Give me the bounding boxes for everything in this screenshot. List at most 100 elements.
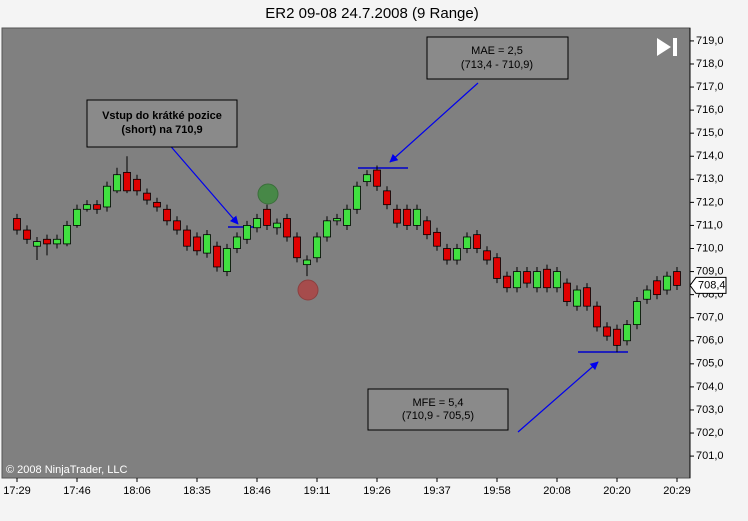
candle-body (653, 280, 661, 296)
y-tick-label: 707,0 (696, 312, 724, 324)
annotation-box (367, 388, 509, 431)
candle-body (213, 245, 221, 268)
candle-body (573, 289, 581, 307)
copyright: © 2008 NinjaTrader, LLC (6, 464, 127, 476)
y-tick-label: 713,0 (696, 173, 724, 185)
candle-body (613, 328, 621, 346)
candle-body (403, 208, 411, 226)
candle-body (503, 275, 511, 289)
y-tick-label: 718,0 (696, 58, 724, 70)
y-tick-label: 715,0 (696, 127, 724, 139)
annotation-text: (710,9 - 705,5) (402, 410, 474, 422)
x-tick-label: 17:29 (3, 485, 31, 497)
candle-body (553, 271, 561, 289)
y-tick-label: 705,0 (696, 358, 724, 370)
x-tick-label: 19:37 (423, 485, 451, 497)
annotation-box (86, 99, 238, 148)
y-tick-label: 714,0 (696, 150, 724, 162)
candle-body (433, 231, 441, 247)
candle-body (273, 222, 281, 229)
annotation-text: (713,4 - 710,9) (461, 59, 533, 71)
candle-body (93, 204, 101, 210)
arrow (517, 361, 599, 433)
last-price-label: 708,4 (698, 279, 726, 291)
candle-body (123, 171, 131, 192)
candle-body (593, 305, 601, 328)
x-tick-label: 19:11 (304, 485, 331, 497)
candle-body (583, 287, 591, 307)
candle-body (303, 259, 311, 266)
candle-body (23, 229, 31, 240)
candle-body (453, 248, 461, 261)
candle-body (33, 241, 41, 247)
candle-body (443, 248, 451, 261)
arrow (389, 82, 479, 163)
x-tick-label: 19:26 (363, 485, 391, 497)
candle-body (113, 174, 121, 192)
candle-body (363, 174, 371, 183)
candle-body (543, 268, 551, 289)
candle-body (103, 185, 111, 208)
candle-body (163, 208, 171, 222)
candle-body (73, 208, 81, 226)
candle-body (53, 238, 61, 245)
play-icon-bar[interactable] (673, 38, 677, 56)
annotation-box (426, 36, 569, 80)
y-tick-label: 712,0 (696, 196, 724, 208)
annotation-text: Vstup do krátké pozice (102, 110, 222, 122)
candle-body (203, 234, 211, 254)
candle-body (143, 192, 151, 201)
arrow (166, 141, 239, 225)
candle-body (513, 271, 521, 289)
annotation-text: (short) na 710,9 (121, 124, 202, 136)
candle-body (493, 257, 501, 279)
candle-body (223, 248, 231, 272)
candle-body (83, 204, 91, 210)
play-icon[interactable] (657, 38, 671, 56)
candle-body (603, 326, 611, 337)
x-tick-label: 19:58 (483, 485, 511, 497)
chart-title: ER2 09-08 24.7.2008 (9 Range) (265, 5, 478, 22)
candle-body (423, 220, 431, 236)
annotation-text: MAE = 2,5 (471, 45, 523, 57)
candle-body (413, 208, 421, 226)
candle-body (473, 234, 481, 249)
candle-body (353, 185, 361, 210)
candle-body (383, 190, 391, 206)
candle-body (323, 220, 331, 238)
y-tick-label: 711,0 (696, 219, 723, 231)
y-tick-label: 701,0 (696, 450, 724, 462)
candle-body (243, 225, 251, 240)
candle-body (563, 282, 571, 302)
last-price-flag (689, 276, 727, 294)
candle-body (233, 236, 241, 249)
y-tick-label: 703,0 (696, 404, 724, 416)
candle-body (313, 236, 321, 259)
candle-body (533, 271, 541, 289)
candle-body (153, 201, 161, 208)
y-tick-label: 704,0 (696, 381, 724, 393)
x-tick-label: 20:08 (543, 485, 571, 497)
candle-body (183, 229, 191, 247)
candle-body (283, 218, 291, 238)
entry-marker (257, 183, 279, 205)
y-tick-label: 717,0 (696, 81, 724, 93)
candle-body (663, 275, 671, 291)
y-tick-label: 706,0 (696, 335, 724, 347)
x-tick-label: 18:35 (183, 485, 211, 497)
y-tick-label: 702,0 (696, 427, 724, 439)
candle-body (393, 208, 401, 224)
candle-body (133, 178, 141, 192)
candle-body (673, 271, 681, 286)
y-tick-label: 710,0 (696, 242, 724, 254)
candle-body (483, 250, 491, 261)
candle-body (523, 271, 531, 284)
y-tick-label: 719,0 (696, 35, 724, 47)
candle-body (173, 220, 181, 231)
candle-body (13, 218, 21, 231)
candle-body (43, 238, 51, 245)
candle-body (463, 236, 471, 249)
candle-body (293, 236, 301, 259)
x-tick-label: 17:46 (63, 485, 91, 497)
